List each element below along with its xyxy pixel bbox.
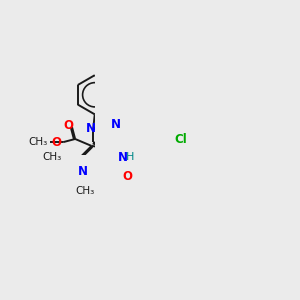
Text: O: O: [64, 119, 74, 132]
Text: O: O: [122, 170, 133, 183]
Text: N: N: [86, 122, 96, 135]
Text: CH₃: CH₃: [42, 152, 61, 162]
Text: O: O: [52, 136, 61, 148]
Text: Cl: Cl: [174, 133, 187, 146]
Text: CH₃: CH₃: [28, 137, 47, 147]
Text: N: N: [78, 165, 88, 178]
Text: H: H: [126, 152, 135, 162]
Text: CH₃: CH₃: [75, 186, 94, 196]
Text: N: N: [118, 151, 128, 164]
Text: N: N: [111, 118, 121, 131]
